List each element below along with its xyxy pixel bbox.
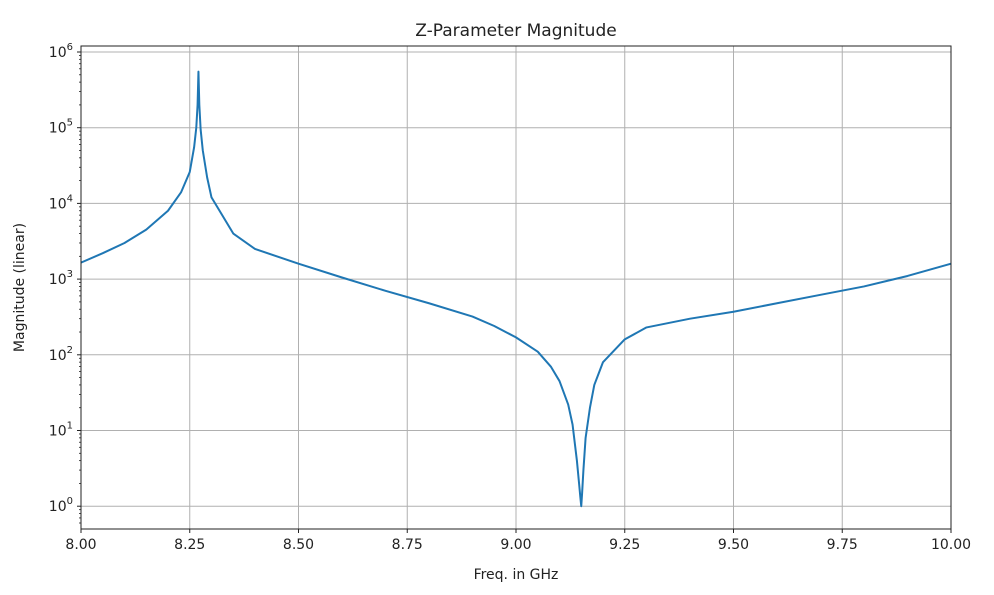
chart-title: Z-Parameter Magnitude — [415, 21, 616, 41]
y-axis-title: Magnitude (linear) — [12, 223, 28, 352]
x-axis: 8.00 8.25 8.50 8.75 9.00 9.25 9.50 9.75 10.00 — [65, 529, 971, 553]
x-tick-label: 9.25 — [609, 537, 640, 553]
y-tick-base: 10 — [49, 272, 67, 288]
y-tick-exponent: 1 — [67, 421, 73, 432]
y-tick-label: 106 — [49, 42, 73, 61]
y-tick-label: 105 — [49, 118, 73, 137]
y-tick-base: 10 — [49, 121, 67, 137]
y-tick-exponent: 4 — [67, 193, 73, 204]
y-tick-base: 10 — [49, 348, 67, 364]
x-tick-label: 9.50 — [718, 537, 749, 553]
y-tick-base: 10 — [49, 196, 67, 212]
y-tick-exponent: 6 — [67, 42, 73, 53]
x-tick-label: 8.00 — [65, 537, 96, 553]
y-tick-label: 102 — [49, 345, 73, 364]
y-tick-exponent: 5 — [67, 118, 73, 129]
x-tick-label: 8.50 — [283, 537, 314, 553]
y-tick-exponent: 0 — [67, 496, 73, 507]
x-tick-label: 8.75 — [392, 537, 423, 553]
y-tick-label: 100 — [49, 496, 73, 515]
x-axis-title: Freq. in GHz — [474, 567, 559, 583]
y-tick-base: 10 — [49, 45, 67, 61]
y-tick-label: 103 — [49, 269, 73, 288]
y-tick-exponent: 3 — [67, 269, 73, 280]
x-tick-label: 9.00 — [500, 537, 531, 553]
y-tick-label: 101 — [49, 421, 73, 440]
y-tick-exponent: 2 — [67, 345, 73, 356]
series-line — [80, 70, 952, 508]
x-tick-label: 8.25 — [174, 537, 205, 553]
plot-line-group — [80, 70, 952, 508]
y-tick-base: 10 — [49, 499, 67, 515]
x-tick-label: 9.75 — [827, 537, 858, 553]
y-tick-label: 104 — [49, 193, 73, 212]
x-tick-label: 10.00 — [931, 537, 971, 553]
y-tick-base: 10 — [49, 424, 67, 440]
